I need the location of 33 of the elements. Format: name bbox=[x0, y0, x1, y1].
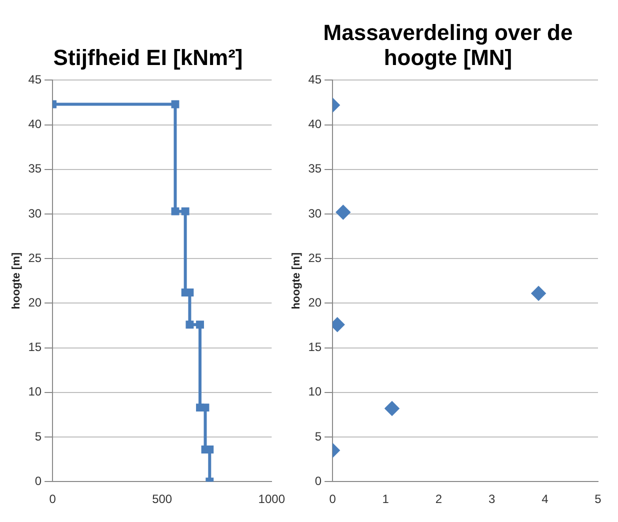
y-tick-label: 0 bbox=[34, 474, 42, 488]
x-tick-label: 0 bbox=[49, 492, 56, 506]
y-tick-label: 30 bbox=[28, 206, 42, 220]
y-tick-label: 30 bbox=[308, 206, 322, 220]
x-tick-label: 2 bbox=[435, 492, 442, 506]
y-tick-label: 45 bbox=[28, 72, 42, 87]
x-tick-label: 4 bbox=[542, 492, 549, 506]
y-tick-label: 15 bbox=[308, 340, 322, 354]
y-tick-label: 5 bbox=[314, 429, 322, 444]
x-tick-label: 3 bbox=[488, 492, 496, 506]
y-axis-title: hoogte [m] bbox=[290, 252, 303, 310]
y-tick-label: 25 bbox=[28, 250, 42, 265]
y-tick-label: 10 bbox=[28, 384, 42, 399]
y-tick-label: 40 bbox=[28, 117, 42, 132]
y-tick-label: 20 bbox=[28, 296, 42, 310]
y-tick-label: 20 bbox=[308, 296, 322, 310]
x-tick-label: 5 bbox=[594, 492, 602, 506]
y-tick-label: 5 bbox=[34, 429, 42, 444]
chart-title: Stijfheid EI [kNm²] bbox=[52, 44, 244, 70]
y-tick-label: 10 bbox=[308, 384, 322, 399]
x-tick-label: 0 bbox=[329, 492, 336, 506]
x-tick-label: 1000 bbox=[258, 492, 286, 506]
y-tick-label: 40 bbox=[308, 117, 322, 132]
y-tick-label: 15 bbox=[28, 340, 42, 354]
x-tick-label: 1 bbox=[382, 492, 390, 506]
y-tick-label: 25 bbox=[308, 250, 322, 265]
y-tick-label: 0 bbox=[314, 474, 322, 488]
y-tick-label: 35 bbox=[28, 162, 42, 176]
y-tick-label: 35 bbox=[308, 162, 322, 176]
y-tick-label: 45 bbox=[308, 72, 322, 87]
chart-title: Massaverdeling over de hoogte [MN] bbox=[322, 19, 574, 70]
y-axis-title: hoogte [m] bbox=[10, 252, 23, 310]
x-tick-label: 500 bbox=[152, 492, 172, 506]
